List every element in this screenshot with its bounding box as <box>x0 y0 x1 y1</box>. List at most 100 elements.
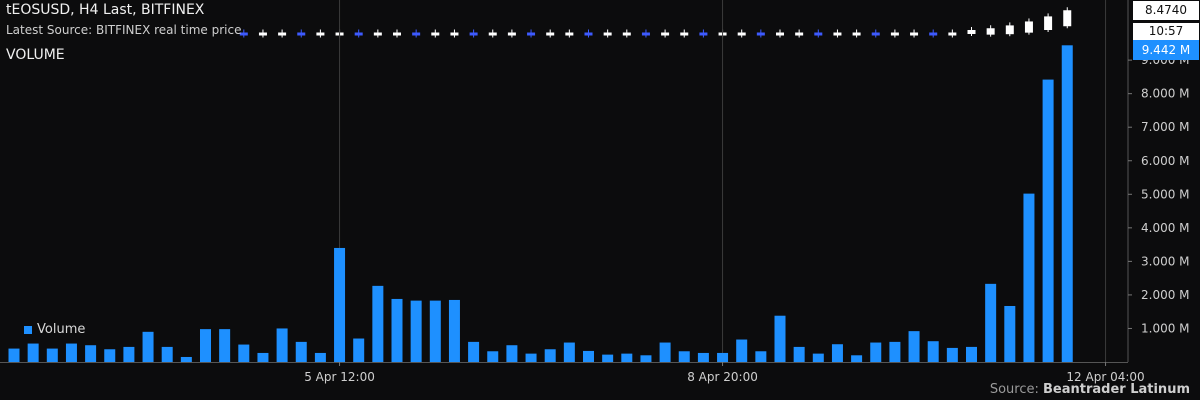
volume-bar <box>448 299 460 362</box>
volume-bar <box>314 352 326 362</box>
volume-bar <box>27 343 39 362</box>
candle-body <box>737 32 746 36</box>
volume-bar <box>65 343 77 362</box>
candle-body <box>507 32 516 36</box>
candle-body <box>373 32 382 36</box>
volume-bar <box>200 329 211 362</box>
price-candles <box>239 7 1072 38</box>
y-tick-label: 5.000 M <box>1141 187 1190 201</box>
source-name: Beantrader Latinum <box>1043 382 1190 397</box>
volume-bar <box>123 346 135 362</box>
volume-bar <box>621 353 633 362</box>
volume-bar <box>487 351 499 362</box>
volume-bar <box>678 351 690 362</box>
x-tick-label: 8 Apr 20:00 <box>687 370 758 384</box>
volume-bar <box>410 300 422 362</box>
volume-bar <box>659 342 671 362</box>
candle-body <box>641 32 650 36</box>
y-tick-label: 6.000 M <box>1141 154 1190 168</box>
candle-body <box>661 32 670 36</box>
volume-bar <box>831 344 843 362</box>
y-tick-label: 3.000 M <box>1141 254 1190 268</box>
volume-bars <box>8 45 1073 363</box>
volume-bar <box>544 349 556 362</box>
volume-bar <box>602 354 614 362</box>
bar-countdown-label: 10:57 <box>1133 23 1199 40</box>
candle-body <box>239 32 248 36</box>
volume-bar <box>525 353 537 362</box>
volume-bar <box>583 350 594 362</box>
candle-body <box>833 32 842 36</box>
volume-bar <box>257 352 269 362</box>
volume-bar <box>219 329 231 362</box>
source-prefix: Source: <box>989 382 1043 397</box>
volume-bar <box>736 339 748 362</box>
candle-body <box>1044 16 1053 30</box>
volume-bar <box>851 355 863 362</box>
volume-bar <box>506 345 518 362</box>
volume-bar <box>793 346 805 362</box>
candle-body <box>316 32 325 36</box>
candle-body <box>622 32 631 36</box>
candle-body <box>871 32 880 36</box>
candle-body <box>1063 10 1072 27</box>
candle-body <box>1005 25 1014 35</box>
volume-bar <box>8 348 20 362</box>
volume-bar <box>142 331 154 362</box>
volume-bar <box>468 341 480 362</box>
volume-bar <box>1004 305 1016 362</box>
chart-subtitle: Latest Source: BITFINEX real time price <box>6 23 242 37</box>
volume-bar <box>295 341 307 362</box>
volume-bar <box>276 328 288 362</box>
volume-bar <box>946 347 958 362</box>
volume-bar <box>774 315 786 362</box>
volume-bar <box>812 353 824 362</box>
volume-bar <box>85 345 97 362</box>
chart-grid <box>0 0 1129 363</box>
volume-bar <box>1042 79 1054 363</box>
candle-body <box>814 32 823 36</box>
volume-bar <box>1061 45 1073 362</box>
legend-label: Volume <box>37 322 86 337</box>
candle-body <box>565 32 574 36</box>
candle-body <box>699 32 708 36</box>
candle-body <box>948 32 957 36</box>
y-tick-label: 8.000 M <box>1141 87 1190 101</box>
volume-bar <box>238 344 250 362</box>
volume-bar <box>161 346 173 362</box>
volume-bar <box>334 247 346 362</box>
volume-bar <box>1023 193 1035 362</box>
x-tick-label: 12 Apr 04:00 <box>1066 370 1144 384</box>
candle-body <box>603 32 612 36</box>
volume-bar <box>985 283 997 362</box>
candle-body <box>776 32 784 36</box>
legend[interactable]: Volume <box>24 322 85 337</box>
volume-bar <box>372 285 384 362</box>
y-tick-label: 2.000 M <box>1141 288 1190 302</box>
candle-body <box>986 28 995 35</box>
candle-body <box>680 32 689 36</box>
candle-body <box>890 32 899 36</box>
candle-body <box>297 32 306 36</box>
candle-body <box>910 32 919 36</box>
x-tick-label: 5 Apr 12:00 <box>304 370 375 384</box>
x-axis: 5 Apr 12:00 8 Apr 20:00 12 Apr 04:00 <box>304 362 1145 384</box>
last-volume-label: 9.442 M <box>1133 40 1199 60</box>
chart-title: tEOSUSD, H4 Last, BITFINEX <box>6 2 205 18</box>
candle-body <box>450 32 459 36</box>
volume-bar <box>697 352 709 362</box>
candle-body <box>527 32 536 36</box>
volume-bar <box>870 342 882 362</box>
volume-bar <box>889 341 901 362</box>
candle-body <box>546 32 555 36</box>
volume-bar <box>104 349 116 362</box>
candle-body <box>967 30 976 34</box>
candle-body <box>412 32 421 36</box>
volume-panel-label: VOLUME <box>6 47 65 63</box>
volume-bar <box>46 348 58 362</box>
y-tick-label: 4.000 M <box>1141 221 1190 235</box>
volume-bar <box>908 331 920 362</box>
candle-body <box>1024 21 1033 33</box>
volume-bar <box>755 351 767 362</box>
candle-body <box>584 32 593 36</box>
